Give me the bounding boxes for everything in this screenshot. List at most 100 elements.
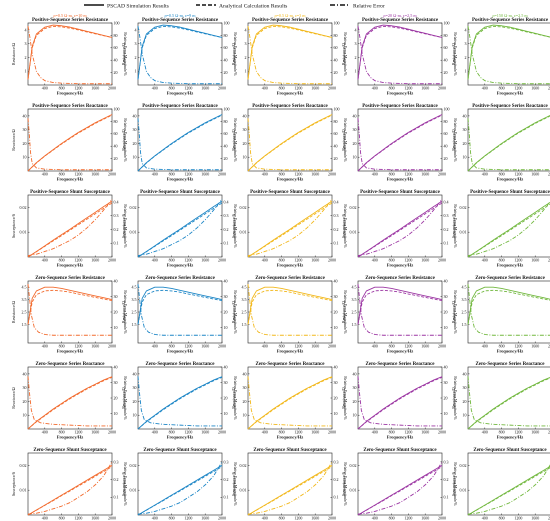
y-tick-label: 20 — [133, 141, 137, 146]
y-right-tick-label: 20 — [444, 395, 448, 400]
x-tick-label: 400 — [372, 172, 378, 177]
x-tick-label: 1600 — [91, 344, 99, 349]
panel-r4-c1: Zero-Sequence Series Reactance 400 800 1200… — [121, 362, 237, 440]
series-relative-error — [137, 284, 222, 336]
y-right-tick-label: 20 — [334, 70, 338, 75]
x-tick-label: 800 — [389, 344, 395, 349]
y-axis-label: Susceptance/S — [121, 213, 126, 238]
plot-frame — [467, 366, 550, 430]
panel-title: Zero-Sequence Shunt Susceptance — [33, 448, 107, 453]
x-tick-label: 800 — [169, 516, 175, 521]
x-tick-label: 800 — [279, 258, 285, 263]
y-tick-label: 4 — [465, 27, 467, 32]
y-tick-label: 0.01 — [240, 488, 247, 493]
x-tick-label: 1600 — [531, 172, 539, 177]
series-relative-error — [27, 376, 112, 427]
y-right-tick-label: 100 — [334, 106, 340, 111]
x-axis-label: Frequency/Hz — [57, 91, 84, 96]
x-tick-label: 2000 — [218, 172, 226, 177]
plot-frame — [27, 22, 113, 86]
series-relative-error — [247, 198, 333, 257]
series-relative-error — [27, 198, 113, 257]
x-axis-label: Frequency/Hz — [387, 435, 414, 440]
y-right-tick-label: 0.1 — [224, 241, 229, 246]
series-analytical — [467, 289, 550, 325]
y-axis-label: Resistance/Ω — [341, 301, 346, 323]
x-axis-label: Frequency/Hz — [387, 349, 414, 354]
x-tick-label: 800 — [389, 172, 395, 177]
y-right-tick-label: 80 — [334, 119, 338, 124]
y-tick-label: 10 — [243, 155, 247, 160]
x-axis-label: Frequency/Hz — [167, 263, 194, 268]
y-right-tick-label: 40 — [444, 144, 448, 149]
x-tick-label: 400 — [372, 86, 378, 91]
x-tick-label: 2000 — [548, 172, 550, 177]
x-tick-label: 400 — [42, 344, 48, 349]
y-right-tick-label: 40 — [114, 58, 118, 63]
y-right-axis-label: Relative Error Magnitude/% — [123, 32, 127, 76]
x-tick-label: 800 — [279, 86, 285, 91]
y-right-tick-label: 0.2 — [444, 477, 449, 482]
y-right-tick-label: 20 — [444, 309, 448, 314]
x-tick-label: 1200 — [294, 430, 302, 435]
x-tick-label: 800 — [279, 344, 285, 349]
y-tick-label: 30 — [243, 127, 247, 132]
x-axis-label: Frequency/Hz — [277, 91, 304, 96]
series-analytical — [467, 203, 550, 258]
x-tick-label: 2000 — [218, 344, 226, 349]
series-relative-error — [467, 284, 550, 336]
x-axis-label: Frequency/Hz — [167, 435, 194, 440]
series-pscad — [247, 24, 333, 80]
series-analytical — [467, 377, 550, 430]
y-tick-label: 0.01 — [20, 230, 27, 235]
x-tick-label: 1200 — [404, 516, 412, 521]
column-header: ρ=0.5 Ω·m, ε=3 m — [274, 13, 306, 19]
x-tick-label: 400 — [152, 516, 158, 521]
x-tick-label: 400 — [42, 430, 48, 435]
column-header: ρ=0.5 Ω·m, ε=10 m — [53, 13, 87, 19]
panel-r2-c2: Positive-Sequence Shunt Susceptance 400 80… — [231, 190, 347, 268]
panel-r5-c0: Zero-Sequence Shunt Susceptance 400 800 120… — [11, 448, 127, 521]
y-right-tick-label: 0.1 — [114, 241, 119, 246]
series-analytical — [27, 289, 113, 325]
y-tick-label: 20 — [463, 141, 467, 146]
x-tick-label: 2000 — [548, 258, 550, 263]
y-tick-label: 1 — [25, 69, 27, 74]
y-tick-label: 3 — [25, 41, 27, 46]
y-tick-label: 0.02 — [20, 463, 27, 468]
y-right-tick-label: 20 — [114, 156, 118, 161]
series-relative-error — [27, 118, 112, 171]
x-tick-label: 400 — [482, 516, 488, 521]
y-tick-label: 40 — [133, 371, 137, 376]
y-tick-label: 10 — [23, 155, 27, 160]
panel-r3-c2: Zero-Sequence Series Resistance 400 800 120… — [231, 276, 347, 354]
x-tick-label: 2000 — [218, 86, 226, 91]
y-right-tick-label: 100 — [114, 20, 120, 25]
y-right-axis-label: Relative Error Magnitude/% — [343, 376, 347, 420]
series-relative-error — [357, 461, 443, 515]
panel-title: Positive-Sequence Series Reactance — [362, 104, 438, 109]
y-right-tick-label: 100 — [114, 106, 120, 111]
series-pscad — [27, 24, 113, 80]
y-tick-label: 0.01 — [130, 230, 137, 235]
y-right-axis-label: Relative Error Magnitude/% — [453, 376, 457, 420]
y-tick-label: 0.01 — [350, 230, 357, 235]
y-right-axis-label: Relative Error Magnitude/% — [233, 462, 237, 506]
series-pscad — [27, 286, 113, 325]
series-analytical — [467, 25, 550, 80]
x-tick-label: 400 — [262, 86, 268, 91]
y-tick-label: 20 — [23, 399, 27, 404]
y-axis-label: Reactance/Ω — [11, 129, 16, 150]
y-right-axis-label: Relative Error Magnitude/% — [343, 32, 347, 76]
panel-title: Positive-Sequence Shunt Susceptance — [30, 190, 111, 195]
x-tick-label: 800 — [59, 258, 65, 263]
x-tick-label: 1600 — [201, 172, 209, 177]
y-right-tick-label: 20 — [114, 309, 118, 314]
y-right-axis-label: Relative Error Magnitude/% — [123, 462, 127, 506]
x-tick-label: 2000 — [438, 258, 446, 263]
x-tick-label: 1200 — [404, 258, 412, 263]
y-tick-label: 0.02 — [460, 205, 467, 210]
series-relative-error — [357, 198, 443, 257]
y-axis-label: Resistance/Ω — [231, 301, 236, 323]
